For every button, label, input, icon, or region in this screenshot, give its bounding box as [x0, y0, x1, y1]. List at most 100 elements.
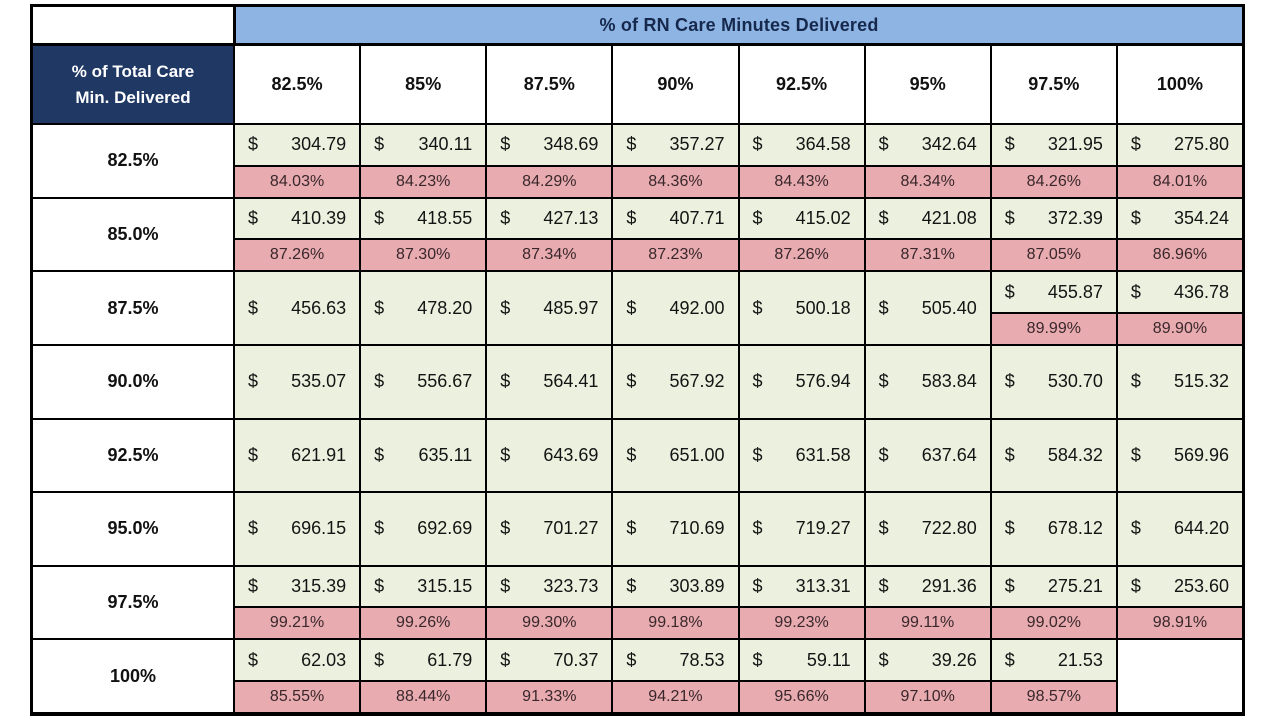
dollar-amount: 701.27 [543, 518, 599, 539]
percent-value: 87.26% [235, 238, 360, 271]
dollar-sign: $ [1004, 649, 1015, 670]
percent-value: 87.34% [487, 238, 612, 271]
dollar-amount: 436.78 [1173, 281, 1229, 302]
dollar-value: $485.97 [487, 272, 612, 344]
dollar-value: $372.39 [991, 198, 1116, 239]
percent-value: 84.03% [235, 164, 360, 197]
dollar-sign: $ [500, 207, 511, 228]
dollar-value: $275.80 [1117, 125, 1242, 165]
dollar-sign: $ [500, 371, 511, 392]
dollar-sign: $ [626, 371, 637, 392]
data-cell: $719.27 [737, 493, 864, 565]
dollar-amount: 535.07 [291, 371, 347, 392]
table-row-87.5%: 87.5% $456.63 $478.20 $485.97 $492.00 $500.18… [33, 270, 1242, 344]
dollar-sign: $ [374, 444, 385, 465]
data-cell: $315.15 99.26% [359, 566, 486, 639]
dollar-value: $651.00 [613, 419, 738, 492]
column-header-100%: 100% [1115, 46, 1242, 123]
dollar-sign: $ [626, 207, 637, 228]
column-header-90%: 90% [611, 46, 738, 123]
table-title: % of RN Care Minutes Delivered [233, 7, 1242, 43]
dollar-value: $340.11 [361, 125, 486, 165]
row-axis-header-line2: Min. Delivered [75, 87, 191, 107]
dollar-sign: $ [752, 518, 763, 539]
dollar-sign: $ [878, 444, 889, 465]
data-cell: $304.79 84.03% [233, 125, 360, 197]
dollar-value: $701.27 [487, 493, 612, 565]
data-cell: $70.37 91.33% [485, 640, 612, 712]
dollar-amount: 635.11 [418, 444, 473, 465]
data-cell: $696.15 [233, 493, 360, 565]
data-cell: $436.78 89.90% [1115, 272, 1242, 344]
dollar-amount: 651.00 [669, 444, 725, 465]
dollar-amount: 21.53 [1057, 649, 1103, 670]
data-cell: $421.08 87.31% [863, 198, 990, 271]
dollar-amount: 564.41 [543, 371, 599, 392]
percent-value: 84.36% [613, 164, 738, 197]
data-cell: $478.20 [359, 272, 486, 344]
data-cell: $564.41 [485, 345, 612, 418]
dollar-sign: $ [626, 297, 637, 318]
percent-value: 87.31% [865, 238, 990, 271]
dollar-sign: $ [626, 649, 637, 670]
dollar-sign: $ [878, 576, 889, 597]
dollar-amount: 357.27 [669, 134, 725, 155]
data-cell: $357.27 84.36% [611, 125, 738, 197]
dollar-amount: 313.31 [795, 576, 851, 597]
percent-value: 84.34% [865, 164, 990, 197]
percent-value: 84.43% [739, 164, 864, 197]
percent-value: 89.99% [991, 311, 1116, 344]
percent-value: 88.44% [361, 679, 486, 712]
table-title-band: % of RN Care Minutes Delivered [33, 7, 1242, 43]
dollar-amount: 421.08 [921, 207, 977, 228]
dollar-value: $291.36 [865, 566, 990, 607]
dollar-amount: 342.64 [921, 134, 977, 155]
column-header-95%: 95% [863, 46, 990, 123]
table-row-95.0%: 95.0% $696.15 $692.69 $701.27 $710.69 $719.27… [33, 491, 1242, 565]
dollar-amount: 275.21 [1047, 576, 1103, 597]
dollar-value: $315.15 [361, 566, 486, 607]
dollar-amount: 631.58 [795, 444, 851, 465]
dollar-value: $576.94 [739, 345, 864, 418]
row-header-cell: 87.5% [33, 272, 233, 344]
percent-value: 84.26% [991, 164, 1116, 197]
dollar-amount: 253.60 [1173, 576, 1229, 597]
dollar-amount: 323.73 [543, 576, 599, 597]
data-cell: $275.80 84.01% [1115, 125, 1242, 197]
table-row-92.5%: 92.5% $621.91 $635.11 $643.69 $651.00 $631.58… [33, 417, 1242, 492]
percent-value: 86.96% [1117, 238, 1242, 271]
dollar-value: $348.69 [487, 125, 612, 165]
dollar-sign: $ [878, 297, 889, 318]
dollar-amount: 304.79 [291, 134, 347, 155]
dollar-amount: 415.02 [795, 207, 851, 228]
dollar-amount: 275.80 [1173, 134, 1229, 155]
percent-value: 91.33% [487, 679, 612, 712]
dollar-sign: $ [1004, 576, 1015, 597]
data-cell: $323.73 99.30% [485, 566, 612, 639]
percent-value: 97.10% [865, 679, 990, 712]
row-header-cell: 90.0% [33, 345, 233, 418]
dollar-amount: 427.13 [543, 207, 599, 228]
data-cell: $62.03 85.55% [233, 640, 360, 712]
dollar-sign: $ [752, 649, 763, 670]
rn-care-minutes-table: % of RN Care Minutes Delivered % of Tota… [30, 4, 1245, 716]
percent-value: 87.23% [613, 238, 738, 271]
dollar-sign: $ [626, 576, 637, 597]
dollar-value: $323.73 [487, 566, 612, 607]
dollar-value: $354.24 [1117, 198, 1242, 239]
dollar-value: $253.60 [1117, 566, 1242, 607]
data-cell: $456.63 [233, 272, 360, 344]
dollar-sign: $ [500, 444, 511, 465]
percent-value: 87.05% [991, 238, 1116, 271]
dollar-sign: $ [1130, 444, 1141, 465]
row-header-cell: 97.5% [33, 566, 233, 639]
dollar-value: $415.02 [739, 198, 864, 239]
dollar-value: $692.69 [361, 493, 486, 565]
data-cell: $722.80 [863, 493, 990, 565]
data-cell: $678.12 [989, 493, 1116, 565]
dollar-sign: $ [500, 297, 511, 318]
dollar-sign: $ [1004, 134, 1015, 155]
data-cell: $427.13 87.34% [485, 198, 612, 271]
data-cell: $303.89 99.18% [611, 566, 738, 639]
dollar-value: $643.69 [487, 419, 612, 492]
